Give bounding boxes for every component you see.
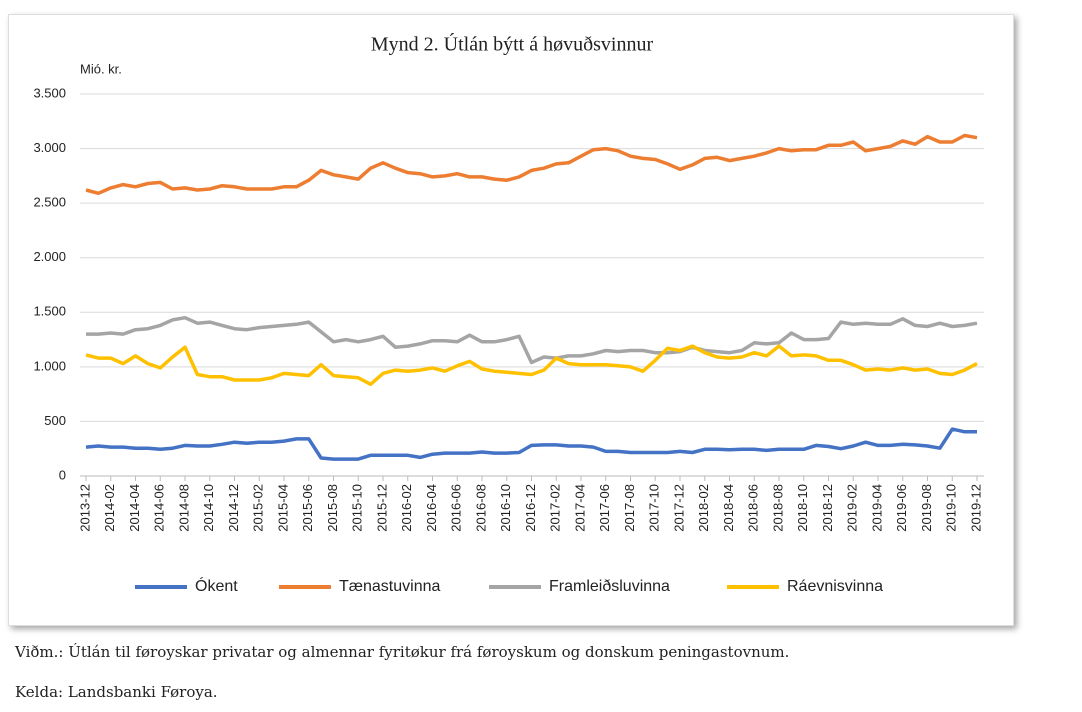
x-tick-label: 2015-08 <box>325 484 340 532</box>
x-tick-label: 2017-06 <box>597 484 612 532</box>
series-line <box>86 315 978 365</box>
x-tick-label: 2019-06 <box>894 484 909 532</box>
x-tick-label: 2016-02 <box>399 484 414 532</box>
x-tick-label: 2018-08 <box>770 484 785 532</box>
x-tick-label: 2017-08 <box>622 484 637 532</box>
legend-label: Ókent <box>195 576 238 595</box>
x-tick-label: 2014-04 <box>127 484 142 532</box>
y-tick-label: 1.000 <box>33 358 66 373</box>
series-line <box>85 133 978 196</box>
y-tick-label: 2.000 <box>33 249 66 264</box>
x-tick-label: 2017-10 <box>647 484 662 532</box>
y-axis-label: Mió. kr. <box>80 61 122 76</box>
series-line <box>85 344 978 387</box>
y-tick-label: 3.000 <box>33 140 66 155</box>
x-tick-label: 2016-10 <box>498 484 513 532</box>
x-tick-label: 2019-10 <box>944 484 959 532</box>
x-tick-label: 2017-12 <box>671 484 686 532</box>
x-tick-label: 2015-12 <box>374 484 389 532</box>
x-tick-label: 2014-06 <box>152 484 167 532</box>
x-tick-label: 2015-10 <box>350 484 365 532</box>
y-tick-label: 500 <box>44 413 66 428</box>
x-tick-label: 2014-08 <box>176 484 191 532</box>
x-tick-label: 2015-04 <box>275 484 290 532</box>
x-tick-label: 2013-12 <box>77 484 92 532</box>
chart-title: Mynd 2. Útlán býtt á høvuðsvinnur <box>371 32 654 56</box>
x-tick-label: 2016-06 <box>449 484 464 532</box>
y-tick-label: 3.500 <box>33 85 66 100</box>
chart: Mynd 2. Útlán býtt á høvuðsvinnur Mió. k… <box>33 32 984 595</box>
y-tick-label: 2.500 <box>33 195 66 210</box>
x-tick-label: 2018-02 <box>696 484 711 532</box>
x-tick-label: 2018-10 <box>795 484 810 532</box>
x-tick-label: 2018-12 <box>820 484 835 532</box>
x-tick-label: 2015-06 <box>300 484 315 532</box>
x-tick-label: 2016-08 <box>473 484 488 532</box>
y-tick-label: 1.500 <box>33 304 66 319</box>
x-tick-label: 2017-02 <box>548 484 563 532</box>
x-tick-label: 2019-02 <box>845 484 860 532</box>
x-tick-label: 2017-04 <box>572 484 587 532</box>
legend-label: Tænastuvinna <box>339 578 440 595</box>
source: Kelda: Landsbanki Føroya. <box>15 683 218 701</box>
legend-label: Ráevnisvinna <box>787 578 883 595</box>
legend-label: Framleiðsluvinna <box>549 578 670 595</box>
x-tick-label: 2014-02 <box>102 484 117 532</box>
x-tick-label: 2019-12 <box>968 484 983 532</box>
x-tick-label: 2016-12 <box>523 484 538 532</box>
series-line <box>85 427 977 461</box>
note: Viðm.: Útlán til føroyskar privatar og a… <box>15 643 790 661</box>
x-tick-label: 2018-06 <box>746 484 761 532</box>
x-tick-label: 2018-04 <box>721 484 736 532</box>
y-tick-label: 0 <box>59 467 66 482</box>
x-tick-label: 2015-02 <box>251 484 266 532</box>
x-tick-label: 2019-04 <box>869 484 884 532</box>
x-tick-label: 2014-10 <box>201 484 216 532</box>
x-tick-label: 2019-08 <box>919 484 934 532</box>
x-tick-label: 2016-04 <box>424 484 439 532</box>
x-tick-label: 2014-12 <box>226 484 241 532</box>
